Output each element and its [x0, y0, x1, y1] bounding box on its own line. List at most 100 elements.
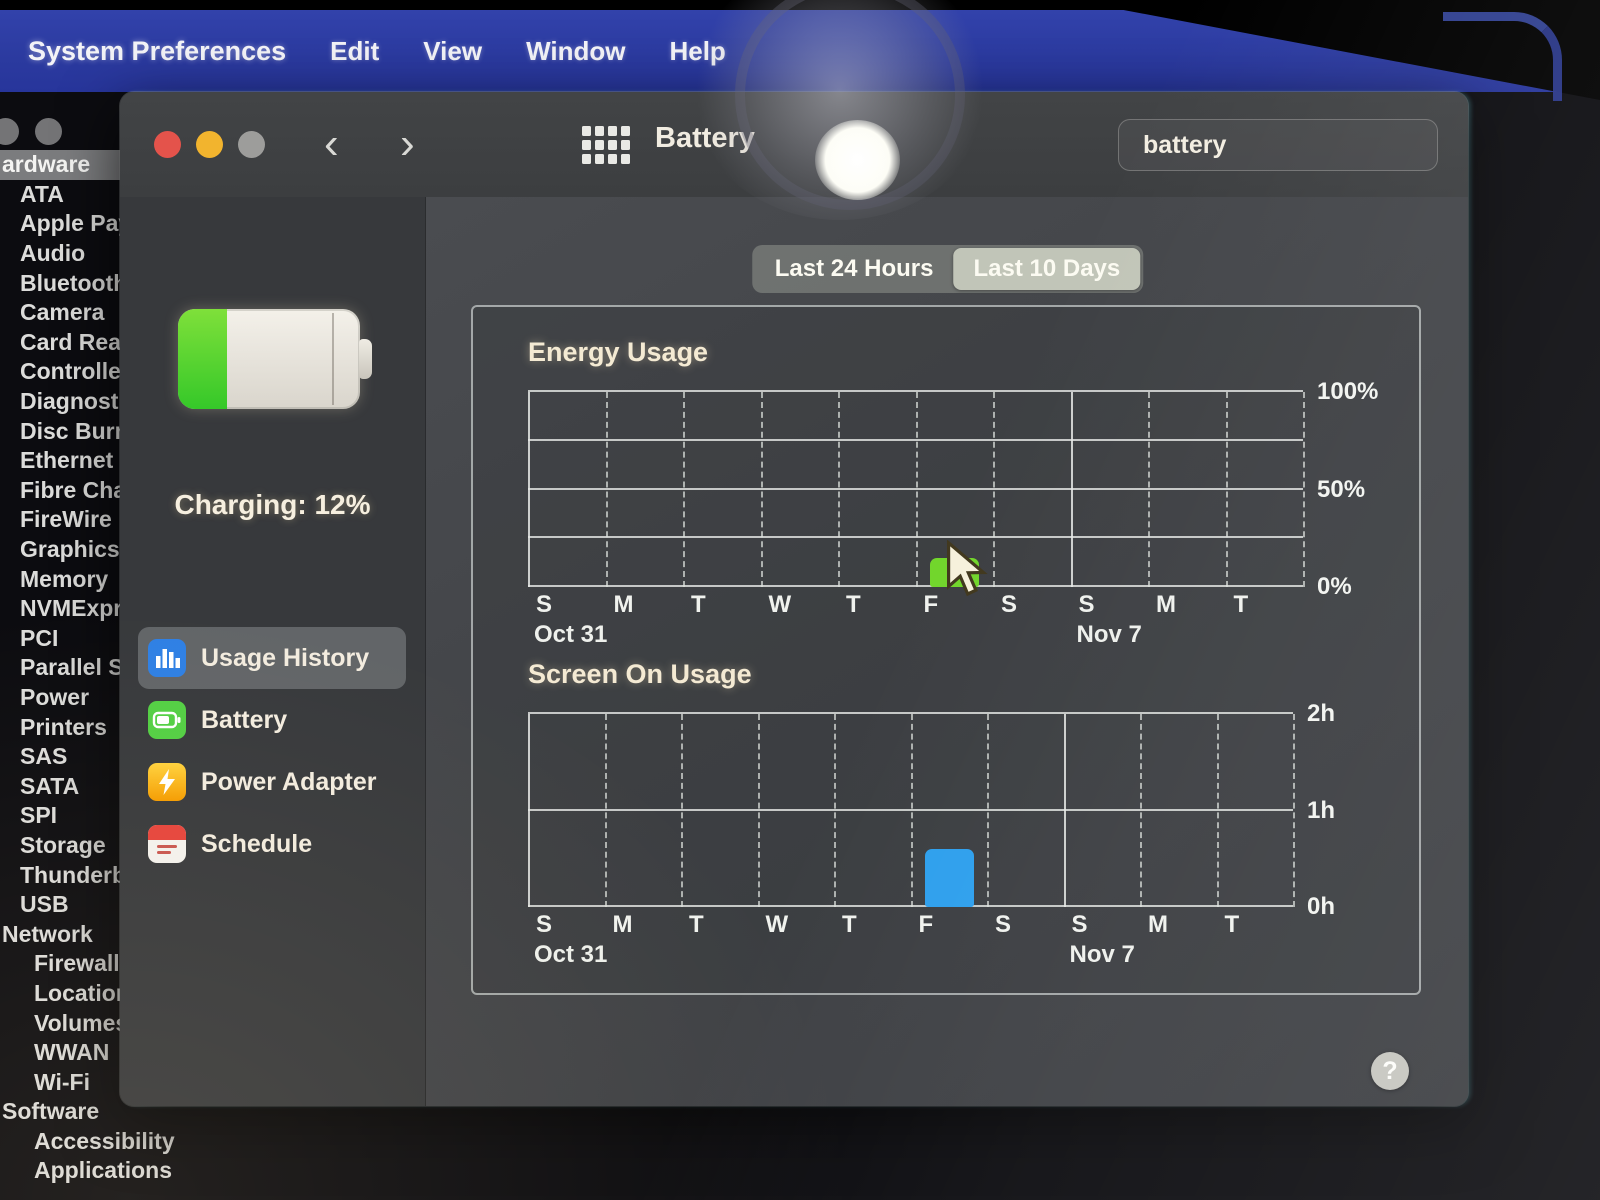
x-axis-tick-label: S — [536, 911, 553, 938]
search-field[interactable]: ✕ — [1118, 119, 1468, 171]
x-axis-tick-label: T — [689, 911, 704, 938]
x-axis-tick-label: T — [691, 591, 706, 618]
segment-option-last-10-days[interactable]: Last 10 Days — [953, 248, 1141, 290]
menu-item-edit[interactable]: Edit — [330, 35, 380, 66]
date-label: Nov 7 — [1069, 941, 1135, 968]
inactive-close-button[interactable] — [0, 118, 19, 145]
bg-sidebar-item[interactable]: ATA — [20, 180, 64, 207]
bg-sidebar-item[interactable]: Ethernet — [20, 447, 114, 474]
bg-sidebar-item[interactable]: SPI — [20, 802, 58, 829]
bg-sidebar-item[interactable]: Applications — [34, 1157, 173, 1184]
y-axis-tick-label: 0h — [1307, 893, 1336, 920]
sidebar-item-schedule[interactable]: Schedule — [138, 813, 406, 875]
bg-sidebar-item[interactable]: USB — [20, 891, 69, 918]
usage-charts-panel: Energy Usage 100% 50% 0% S M T W T F S S M T Oct 31 Nov… — [471, 305, 1421, 995]
battery-icon — [148, 701, 186, 739]
bg-sidebar-item[interactable]: SAS — [20, 743, 68, 770]
lens-flare-hotspot — [815, 120, 900, 200]
search-input[interactable] — [1141, 129, 1468, 161]
gridline-vertical — [1148, 392, 1150, 587]
sidebar-item-usage-history[interactable]: Usage History — [138, 627, 406, 689]
gridline-vertical — [987, 714, 989, 907]
inactive-window-traffic-lights — [0, 118, 62, 145]
traffic-lights — [154, 131, 265, 158]
system-information-sidebar: ardware ATA Apple Pay Audio Bluetooth Camera C… — [0, 150, 357, 1200]
x-axis-tick-label: F — [923, 591, 939, 618]
bg-sidebar-item[interactable]: Network — [2, 920, 93, 947]
bg-sidebar-item[interactable]: Parallel S — [20, 654, 124, 681]
bg-sidebar-item[interactable]: Storage — [20, 831, 106, 858]
screen-on-usage-chart: Screen On Usage 2h 1h 0h S M T W T F S S M T Oct 31 Nov… — [528, 659, 1388, 971]
bg-sidebar-item[interactable]: FireWire — [20, 506, 112, 533]
x-axis-tick-label: M — [613, 591, 634, 618]
bg-sidebar-item[interactable]: Graphics/ — [20, 536, 127, 563]
bg-sidebar-item[interactable]: Software — [2, 1098, 100, 1125]
sidebar-item-label: Battery — [201, 705, 288, 734]
x-axis-tick-label: W — [768, 591, 792, 618]
bg-sidebar-item[interactable]: Controller — [20, 358, 130, 385]
gridline-vertical — [1070, 392, 1073, 587]
minimize-button[interactable] — [196, 131, 223, 158]
usage-bar[interactable] — [929, 557, 979, 587]
forward-button[interactable]: › — [400, 119, 415, 168]
sidebar-item-label: Power Adapter — [201, 767, 377, 796]
x-axis-tick-label: S — [1071, 911, 1088, 938]
chart-title: Screen On Usage — [528, 659, 752, 689]
bg-sidebar-item[interactable]: Card Read — [20, 328, 136, 355]
battery-window-content: Last 24 Hours Last 10 Days Energy Usage 10… — [425, 197, 1468, 1106]
zoom-button[interactable] — [238, 131, 265, 158]
battery-terminal — [359, 339, 372, 379]
gridline-vertical — [834, 714, 836, 907]
bg-sidebar-item[interactable]: NVMExpre — [20, 595, 136, 622]
gridline-horizontal — [528, 712, 1293, 714]
bg-sidebar-item[interactable]: Accessibility — [34, 1127, 175, 1154]
menu-item-window[interactable]: Window — [526, 35, 626, 66]
bg-sidebar-item[interactable]: SATA — [20, 772, 80, 799]
menu-app-title[interactable]: System Preferences — [28, 35, 287, 66]
bg-sidebar-item[interactable]: Audio — [20, 240, 86, 267]
usage-bar[interactable] — [924, 849, 974, 907]
gridline-vertical — [528, 392, 530, 587]
segment-option-last-24-hours[interactable]: Last 24 Hours — [774, 255, 934, 282]
x-axis-tick-label: M — [1148, 911, 1168, 938]
bg-sidebar-item[interactable]: WWAN — [34, 1039, 110, 1066]
bg-sidebar-item[interactable]: Printers — [20, 713, 107, 740]
bg-sidebar-item[interactable]: Firewall — [34, 950, 120, 977]
menu-item-view[interactable]: View — [423, 35, 483, 66]
bg-sidebar-item[interactable]: Power — [20, 683, 90, 710]
bg-sidebar-item[interactable]: Apple Pay — [20, 210, 132, 237]
sidebar-item-battery[interactable]: Battery — [138, 689, 406, 751]
date-label: Oct 31 — [534, 941, 608, 968]
date-label: Nov 7 — [1076, 621, 1142, 648]
inactive-minimize-button[interactable] — [35, 118, 62, 145]
gridline-horizontal — [528, 390, 1303, 392]
bg-sidebar-item[interactable]: Bluetooth — [20, 269, 128, 296]
bg-sidebar-item[interactable]: Disc Burn — [20, 417, 129, 444]
bg-sidebar-item[interactable]: Fibre Cha — [20, 476, 127, 503]
close-button[interactable] — [154, 131, 181, 158]
chart-plot-area: 100% 50% 0% — [528, 378, 1378, 600]
gridline-vertical — [1216, 714, 1219, 907]
date-labels: Oct 31 Nov 7 — [528, 621, 1303, 651]
bg-sidebar-item[interactable]: PCI — [20, 624, 59, 651]
help-button[interactable]: ? — [1371, 1052, 1409, 1090]
bg-sidebar-item[interactable]: Locations — [34, 979, 143, 1006]
screen-corner-arc — [1443, 12, 1562, 101]
bg-sidebar-item[interactable]: Diagnosti — [20, 388, 125, 415]
show-all-preferences-icon[interactable] — [582, 126, 630, 164]
back-button[interactable]: ‹ — [324, 119, 339, 168]
sidebar-item-power-adapter[interactable]: Power Adapter — [138, 751, 406, 813]
lightning-icon — [148, 763, 186, 801]
bg-sidebar-item[interactable]: Memory — [20, 565, 109, 592]
bg-sidebar-item[interactable]: Camera — [20, 299, 105, 326]
gridline-vertical — [838, 392, 840, 587]
energy-usage-chart: Energy Usage 100% 50% 0% S M T W T F S S M T Oct 31 Nov… — [528, 337, 1388, 651]
y-axis-tick-label: 0% — [1317, 573, 1352, 600]
x-axis-tick-label: M — [612, 911, 633, 938]
x-axis-tick-label: T — [1224, 911, 1240, 938]
bg-sidebar-item[interactable]: Thunderb — [20, 861, 127, 888]
bg-sidebar-item[interactable]: Volumes — [34, 1009, 129, 1036]
bg-sidebar-item[interactable]: Wi-Fi — [34, 1068, 90, 1095]
gridline-vertical — [681, 714, 683, 907]
chart-plot-area: 2h 1h 0h — [528, 700, 1335, 920]
